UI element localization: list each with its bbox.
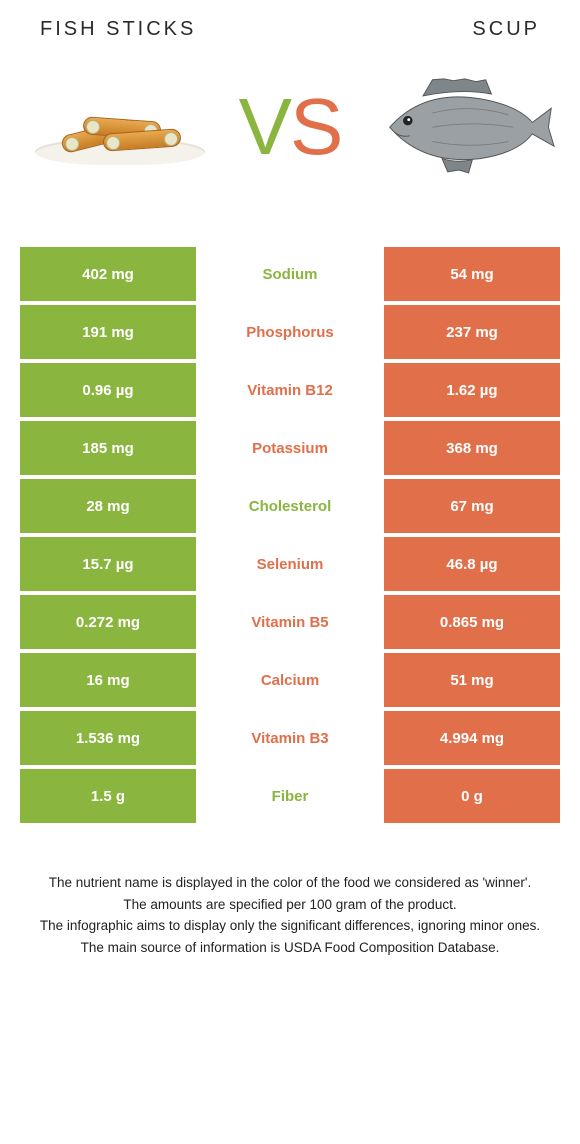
footnote-line: The infographic aims to display only the… (30, 916, 550, 936)
table-row: 191 mgPhosphorus237 mg (20, 305, 560, 363)
right-value: 54 mg (380, 247, 560, 301)
left-value: 1.536 mg (20, 711, 200, 765)
nutrient-name: Calcium (200, 653, 380, 707)
nutrient-name: Vitamin B3 (200, 711, 380, 765)
nutrient-name: Potassium (200, 421, 380, 475)
table-row: 1.5 gFiber0 g (20, 769, 560, 827)
left-value: 191 mg (20, 305, 200, 359)
right-value: 46.8 µg (380, 537, 560, 591)
nutrient-table: 402 mgSodium54 mg191 mgPhosphorus237 mg0… (20, 247, 560, 827)
nutrient-name: Selenium (200, 537, 380, 591)
nutrient-name: Vitamin B5 (200, 595, 380, 649)
nutrient-name: Cholesterol (200, 479, 380, 533)
left-value: 1.5 g (20, 769, 200, 823)
left-value: 28 mg (20, 479, 200, 533)
left-value: 0.272 mg (20, 595, 200, 649)
right-value: 237 mg (380, 305, 560, 359)
table-row: 185 mgPotassium368 mg (20, 421, 560, 479)
right-value: 0.865 mg (380, 595, 560, 649)
left-value: 16 mg (20, 653, 200, 707)
table-row: 0.272 mgVitamin B50.865 mg (20, 595, 560, 653)
nutrient-name: Sodium (200, 247, 380, 301)
footnote-line: The main source of information is USDA F… (30, 938, 550, 958)
right-food-title: SCUP (290, 18, 540, 41)
fish-sticks-illustration (24, 67, 215, 187)
vs-badge: VS (225, 87, 355, 167)
nutrient-name: Fiber (200, 769, 380, 823)
right-value: 368 mg (380, 421, 560, 475)
right-value: 4.994 mg (380, 711, 560, 765)
scup-illustration (365, 67, 556, 187)
table-row: 1.536 mgVitamin B34.994 mg (20, 711, 560, 769)
right-value: 0 g (380, 769, 560, 823)
table-row: 0.96 µgVitamin B121.62 µg (20, 363, 560, 421)
nutrient-name: Vitamin B12 (200, 363, 380, 417)
right-value: 51 mg (380, 653, 560, 707)
table-row: 16 mgCalcium51 mg (20, 653, 560, 711)
left-value: 185 mg (20, 421, 200, 475)
nutrient-name: Phosphorus (200, 305, 380, 359)
table-row: 402 mgSodium54 mg (20, 247, 560, 305)
left-value: 15.7 µg (20, 537, 200, 591)
vs-letter-v: V (239, 87, 290, 167)
footnotes: The nutrient name is displayed in the co… (0, 827, 580, 957)
vs-row: VS (0, 47, 580, 247)
right-value: 67 mg (380, 479, 560, 533)
right-value: 1.62 µg (380, 363, 560, 417)
footnote-line: The amounts are specified per 100 gram o… (30, 895, 550, 915)
left-value: 402 mg (20, 247, 200, 301)
table-row: 28 mgCholesterol67 mg (20, 479, 560, 537)
vs-letter-s: S (290, 87, 341, 167)
header-titles: FISH STICKS SCUP (0, 0, 580, 47)
left-value: 0.96 µg (20, 363, 200, 417)
table-row: 15.7 µgSelenium46.8 µg (20, 537, 560, 595)
left-food-title: FISH STICKS (40, 18, 290, 41)
footnote-line: The nutrient name is displayed in the co… (30, 873, 550, 893)
